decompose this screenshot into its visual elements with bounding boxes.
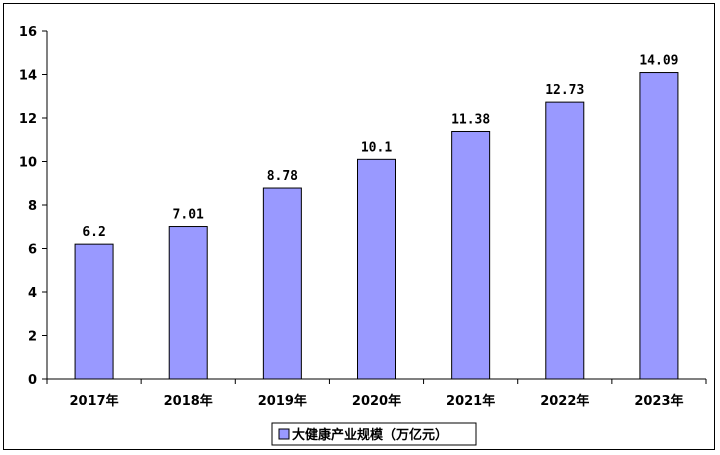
y-tick-label: 6 <box>28 243 37 258</box>
y-tick-label: 8 <box>28 199 37 214</box>
bar <box>262 187 302 380</box>
x-tick-label: 2020年 <box>352 393 401 409</box>
data-label: 12.73 <box>545 83 584 98</box>
data-labels: 6.2 7.01 8.78 10.1 11.38 12.73 14.09 <box>82 54 678 241</box>
legend-box <box>271 422 477 446</box>
x-tick-label: 2018年 <box>164 393 213 409</box>
x-tick-label: 2023年 <box>634 393 683 409</box>
bar <box>357 158 396 380</box>
legend-label: 大健康产业规模（万亿元） <box>292 427 448 443</box>
data-label: 14.09 <box>639 54 678 69</box>
y-tick-label: 14 <box>19 69 37 84</box>
y-tick-label: 0 <box>28 373 37 388</box>
x-tick-label: 2022年 <box>540 393 589 409</box>
y-tick-label: 2 <box>28 330 37 345</box>
y-tick-label: 10 <box>19 156 37 171</box>
data-label: 7.01 <box>173 208 204 223</box>
data-label: 6.2 <box>82 225 105 240</box>
bar <box>74 243 114 380</box>
legend: 大健康产业规模（万亿元） <box>271 422 477 446</box>
y-tick-label: 4 <box>28 286 37 301</box>
data-label: 11.38 <box>451 112 490 127</box>
bar <box>639 72 679 380</box>
x-tick-label: 2017年 <box>69 393 118 409</box>
legend-swatch <box>278 428 290 440</box>
bar <box>545 101 585 380</box>
data-label: 10.1 <box>361 140 392 155</box>
data-label: 8.78 <box>267 169 298 184</box>
y-tick-label: 12 <box>19 112 37 127</box>
x-tick-label: 2021年 <box>446 393 495 409</box>
bar <box>451 130 491 380</box>
y-tick-label: 16 <box>19 25 37 40</box>
x-tick-label: 2019年 <box>258 393 307 409</box>
bar-series <box>74 72 679 380</box>
x-axis: 2017年 2018年 2019年 2020年 2021年 2022年 2023年 <box>46 378 707 409</box>
y-axis: 0 2 4 6 8 10 12 14 16 <box>19 25 48 388</box>
bar <box>168 226 208 380</box>
